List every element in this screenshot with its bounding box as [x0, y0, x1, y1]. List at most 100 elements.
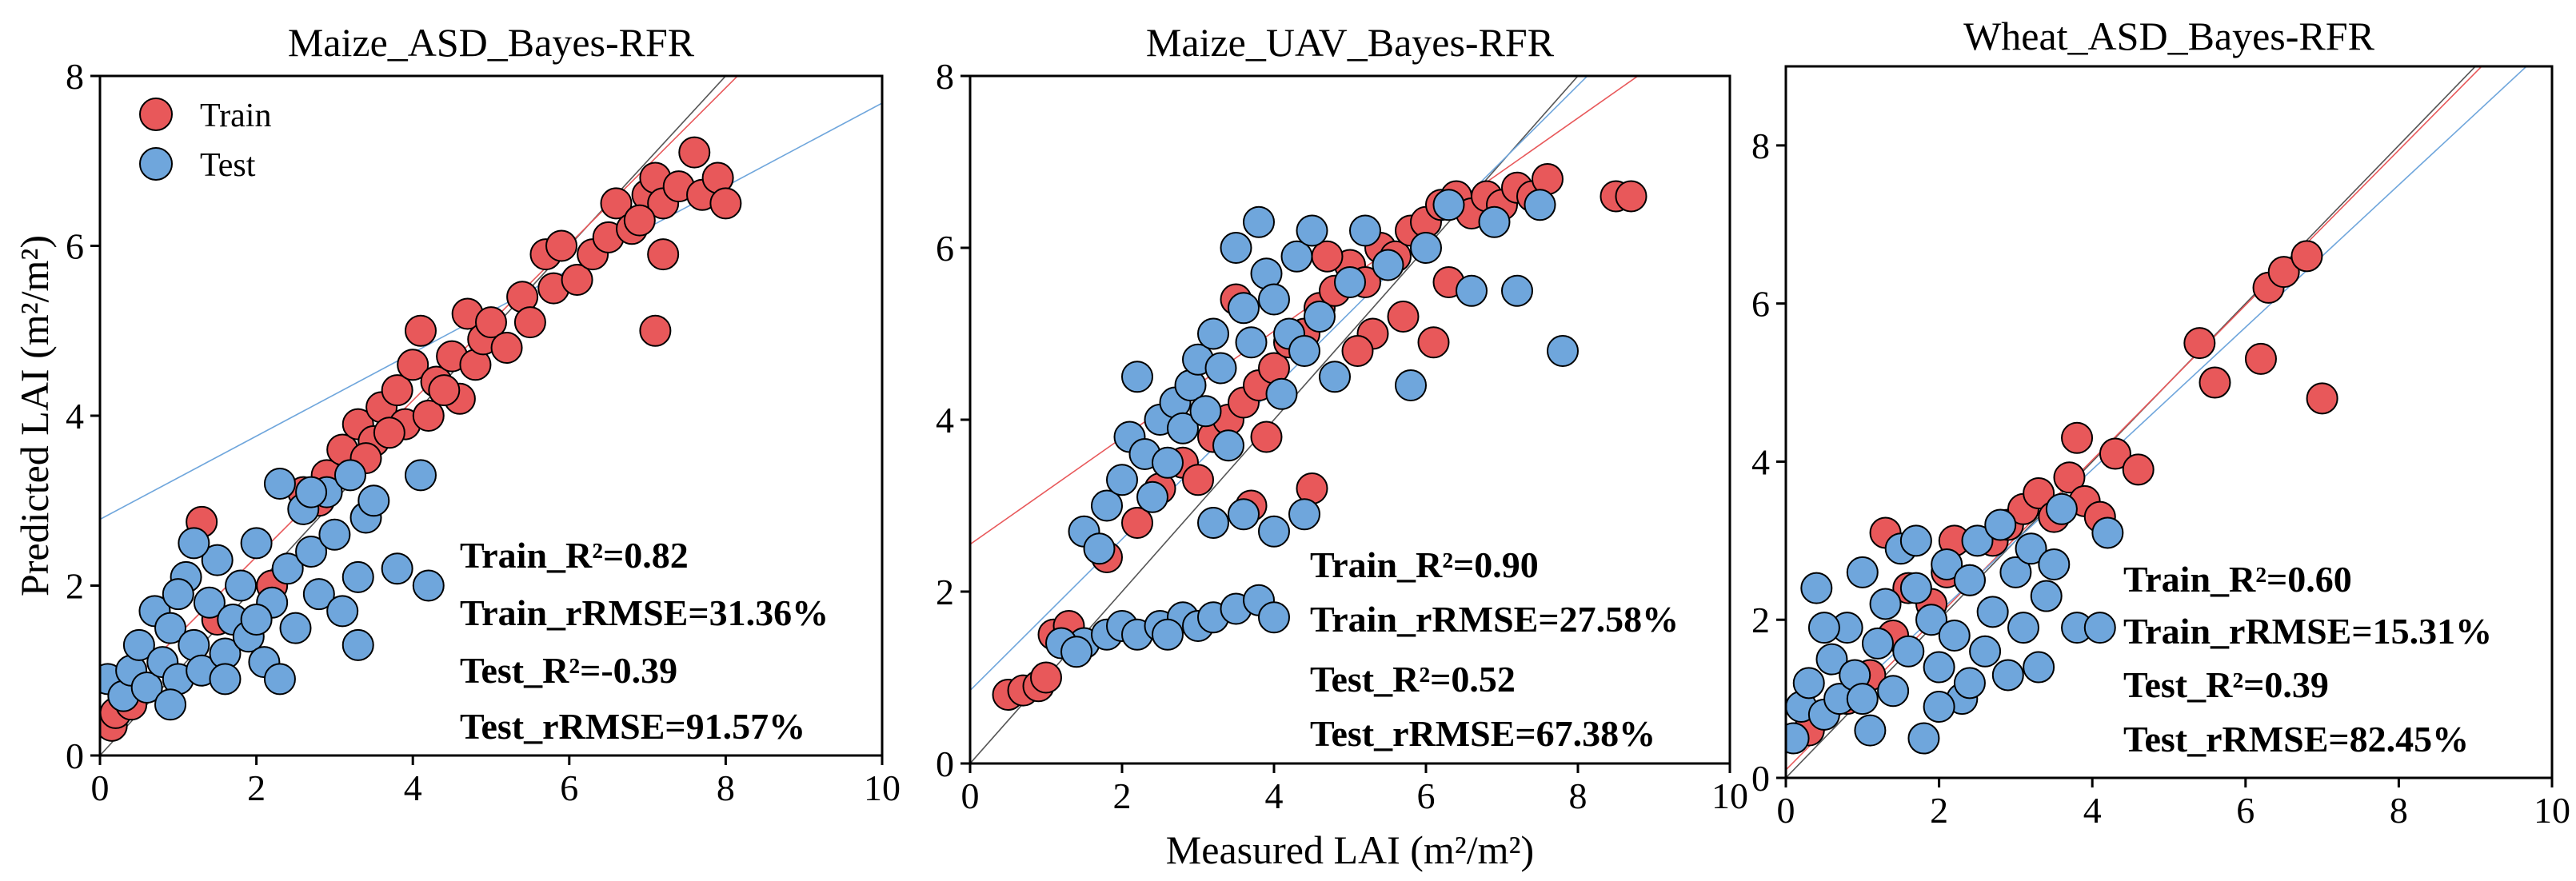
- test-point: [279, 612, 312, 644]
- test-point: [1235, 326, 1268, 359]
- test-point: [1969, 635, 2002, 668]
- y-tick-label: 2: [66, 566, 84, 607]
- y-tick-label: 4: [66, 396, 84, 437]
- train-point: [2023, 477, 2055, 509]
- panel-title: Maize_ASD_Bayes-RFR: [288, 20, 695, 65]
- stat-test-rrmse: Test_rRMSE=82.45%: [2123, 719, 2469, 759]
- test-point: [1220, 232, 1252, 264]
- test-point: [271, 552, 304, 585]
- test-point: [1861, 627, 1894, 660]
- test-point: [1869, 588, 1902, 620]
- x-tick-label: 8: [2390, 790, 2408, 831]
- train-point: [647, 238, 680, 271]
- scatter-points: [992, 163, 1647, 711]
- train-point: [709, 187, 742, 220]
- train-point: [2267, 256, 2300, 289]
- test-point: [2083, 612, 2116, 644]
- y-tick-label: 4: [936, 400, 954, 440]
- stats-block: Train_R²=0.90 Train_rRMSE=27.58% Test_R²…: [1310, 544, 1679, 754]
- test-point: [1976, 596, 2009, 628]
- y-tick-label: 2: [1751, 600, 1770, 640]
- train-point: [2290, 240, 2323, 273]
- test-point: [154, 688, 187, 721]
- train-point: [2306, 382, 2338, 415]
- test-point: [1892, 635, 1925, 668]
- legend-train-label: Train: [200, 98, 271, 134]
- x-tick-label: 10: [864, 767, 901, 808]
- test-point: [1953, 667, 1986, 700]
- test-point: [1846, 683, 1879, 716]
- train-point: [490, 332, 523, 364]
- train-point: [397, 349, 429, 381]
- test-point: [404, 459, 437, 492]
- train-point: [381, 374, 413, 407]
- test-point: [1792, 667, 1825, 700]
- one-to-one-line: [970, 76, 1580, 763]
- train-point: [1417, 326, 1450, 359]
- train-point: [2061, 421, 2094, 454]
- train-point: [373, 417, 405, 449]
- x-tick-label: 4: [2083, 790, 2102, 831]
- stats-block: Train_R²=0.60 Train_rRMSE=15.31% Test_R²…: [2123, 559, 2492, 759]
- train-point: [1341, 335, 1374, 367]
- test-point: [1349, 214, 1381, 247]
- test-point: [357, 484, 390, 517]
- test-point: [130, 672, 163, 704]
- test-point: [2091, 516, 2124, 549]
- y-tick-label: 8: [1751, 126, 1770, 166]
- train-point: [1250, 421, 1283, 453]
- test-point: [2007, 612, 2039, 644]
- x-tick-label: 6: [1417, 775, 1436, 816]
- test-point: [1410, 232, 1442, 264]
- legend-train-marker: [139, 98, 173, 131]
- test-point: [2045, 492, 2078, 525]
- train-point: [2199, 366, 2231, 399]
- plot-area: 0 2 4 6 8 10 0 2 4 6 8: [66, 56, 901, 808]
- test-point: [1938, 620, 1971, 652]
- test-point: [1999, 556, 2032, 588]
- test-point: [1923, 691, 1955, 723]
- test-point: [2023, 651, 2055, 684]
- test-point: [1304, 301, 1336, 333]
- stat-test-rrmse: Test_rRMSE=67.38%: [1310, 713, 1655, 754]
- test-point: [1106, 464, 1138, 496]
- test-point: [1197, 317, 1229, 350]
- test-point: [1478, 205, 1511, 238]
- test-point: [2030, 580, 2063, 612]
- y-tick-label: 6: [66, 226, 84, 267]
- test-point: [1501, 274, 1533, 307]
- x-tick-label: 0: [91, 767, 110, 808]
- test-point: [1854, 714, 1887, 747]
- train-point: [475, 306, 507, 339]
- test-point: [1091, 489, 1123, 522]
- test-point: [1258, 515, 1290, 548]
- train-point: [2053, 461, 2086, 494]
- train-point: [1121, 507, 1153, 539]
- x-tick-label: 2: [1113, 775, 1132, 816]
- x-tick-label: 4: [404, 767, 422, 808]
- scatter-points: [100, 136, 742, 742]
- stat-train-r2: Train_R²=0.82: [460, 535, 689, 576]
- panel-maize-asd: Maize_ASD_Bayes-RFR 0 2 4 6 8 10 0 2 4 6 8 Train_R…: [66, 20, 901, 808]
- test-point: [1456, 274, 1488, 307]
- train-point: [2244, 342, 2277, 375]
- test-point: [122, 628, 155, 661]
- stat-test-r2: Test_R²=-0.39: [460, 650, 677, 691]
- x-tick-label: 10: [2534, 790, 2570, 831]
- test-point: [295, 536, 328, 568]
- test-point: [1915, 604, 1948, 636]
- test-point: [2038, 548, 2071, 580]
- test-point: [1319, 361, 1351, 393]
- test-point: [1931, 548, 1963, 580]
- test-point: [1258, 601, 1290, 634]
- train-point: [623, 204, 656, 237]
- test-point: [1280, 240, 1313, 273]
- y-tick-label: 0: [1751, 758, 1770, 799]
- train-point: [1030, 661, 1062, 694]
- test-point: [1197, 507, 1229, 539]
- test-point: [1265, 377, 1298, 410]
- stat-test-r2: Test_R²=0.52: [1310, 659, 1516, 700]
- stat-train-r2: Train_R²=0.90: [1310, 544, 1539, 585]
- x-tick-label: 2: [1930, 790, 1948, 831]
